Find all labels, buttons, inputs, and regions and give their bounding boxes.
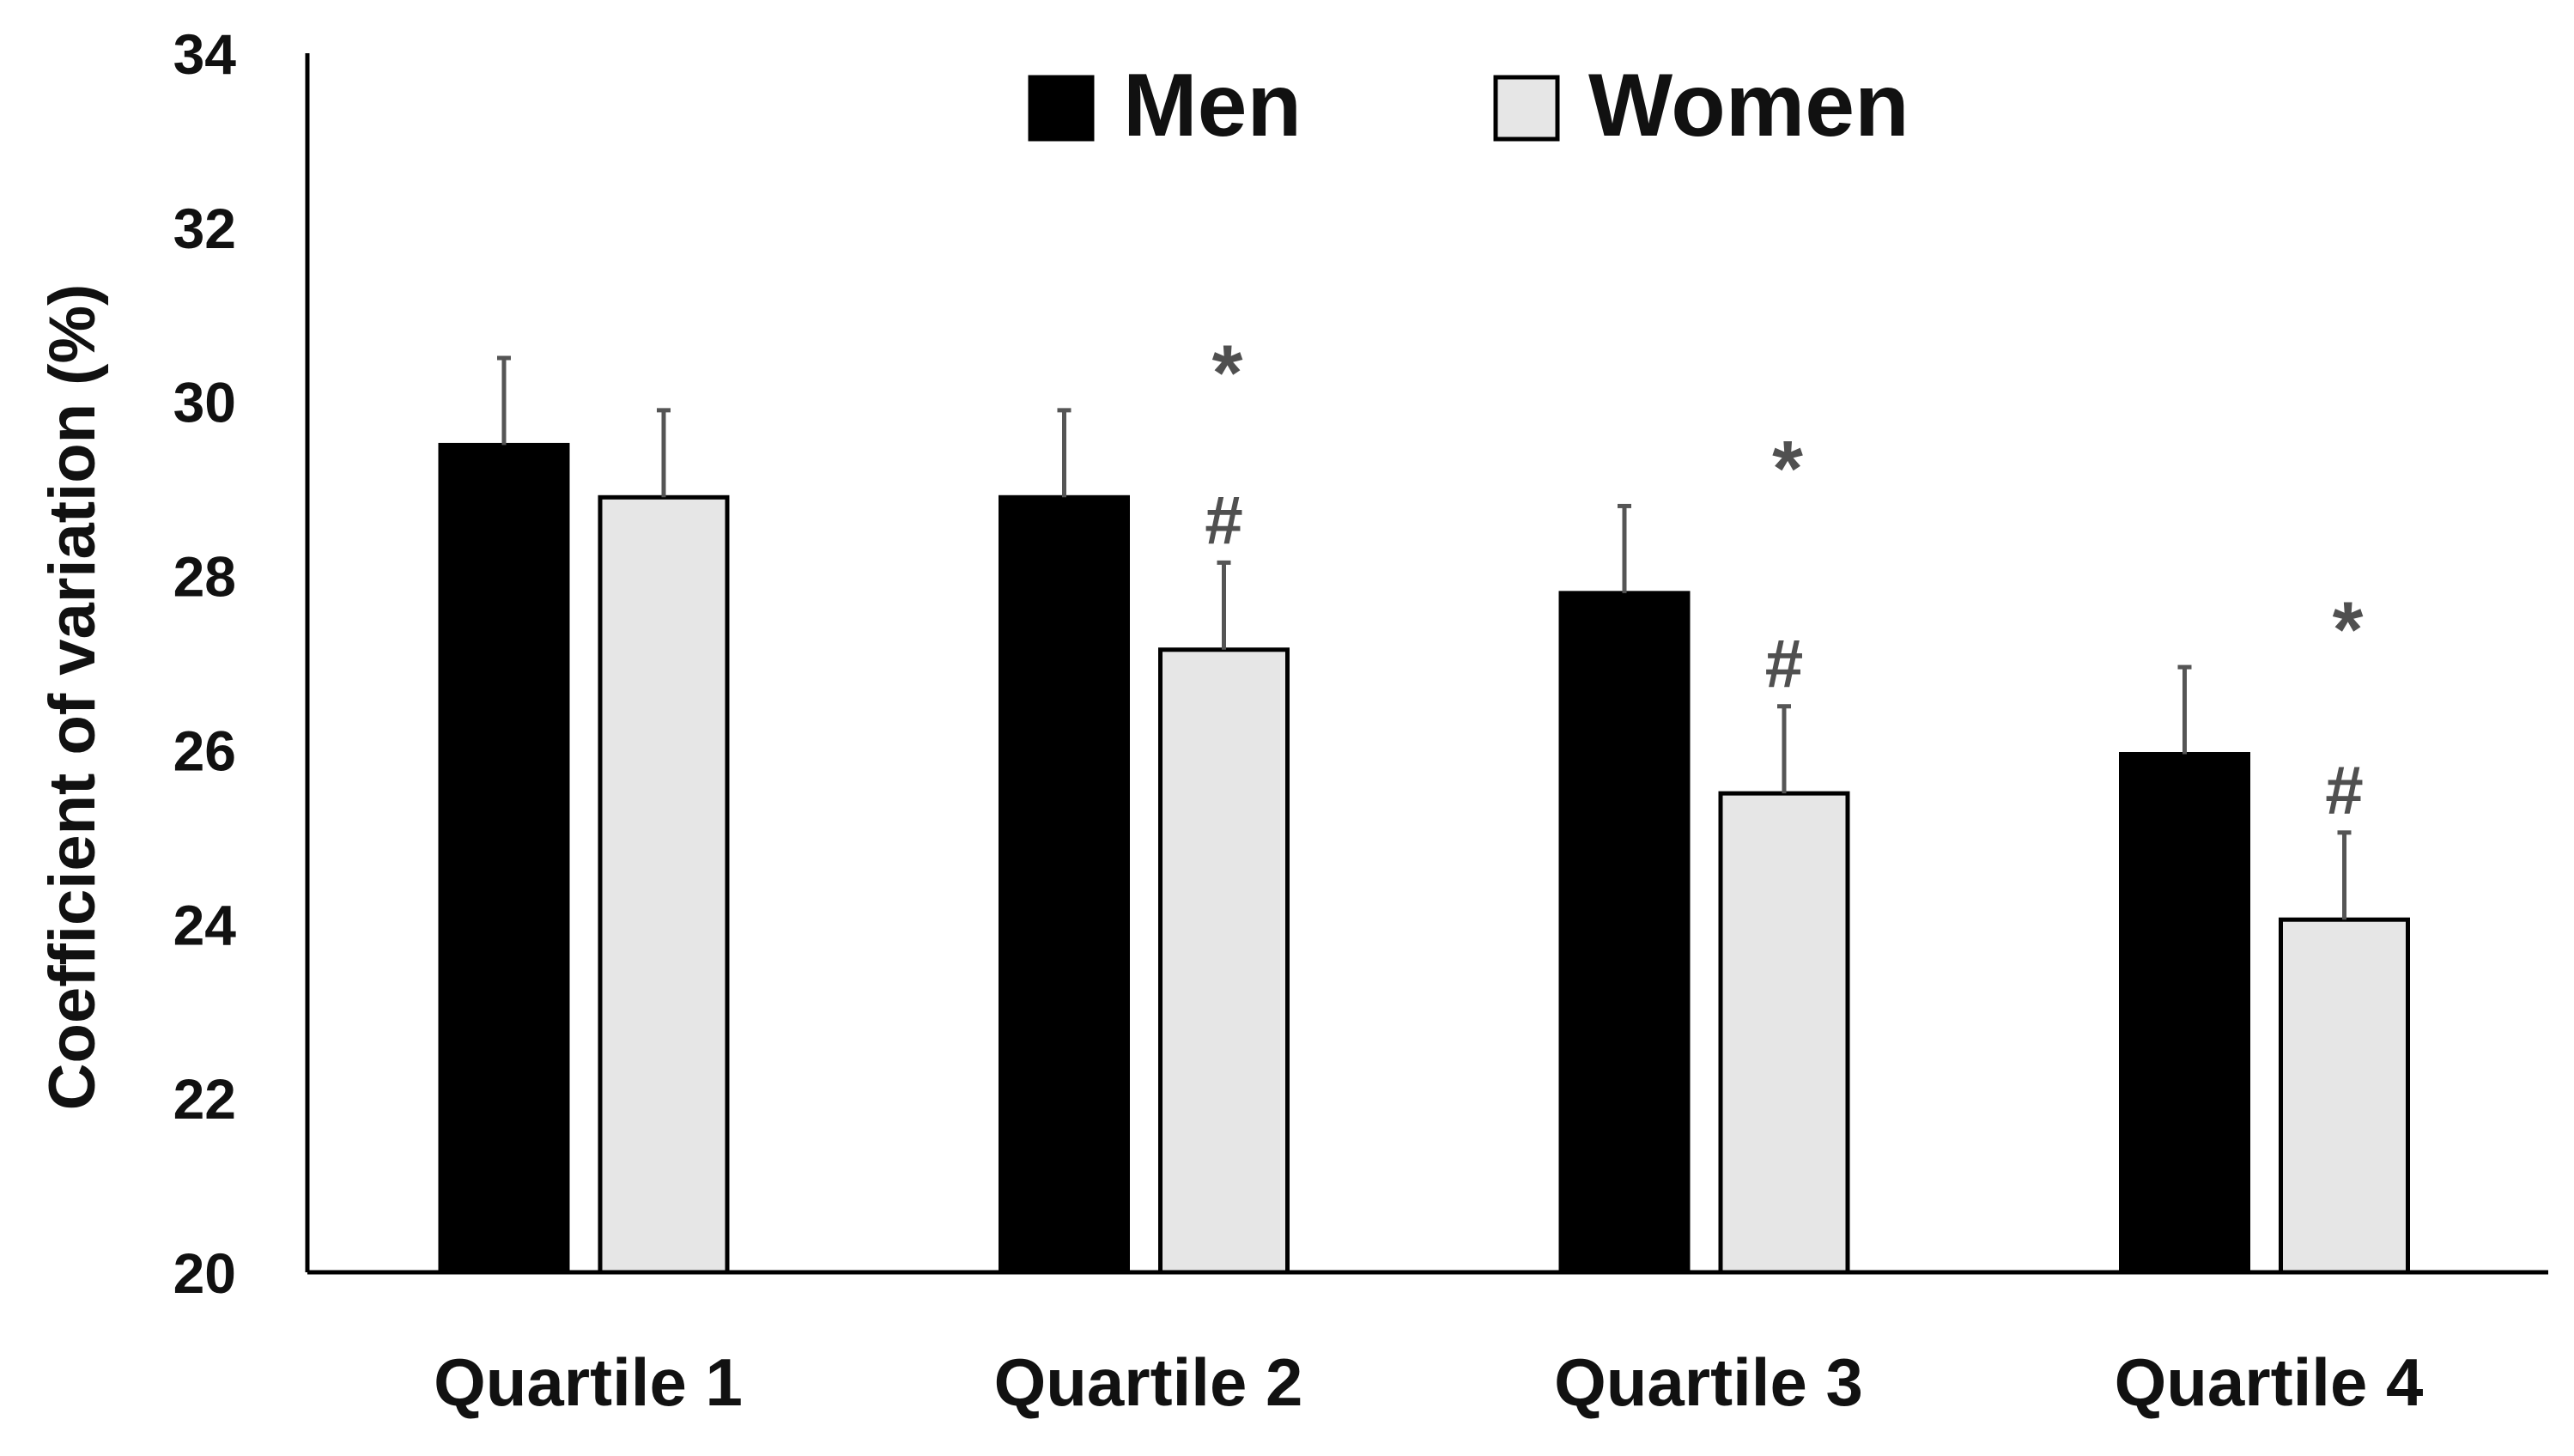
x-tick-label: Quartile 1 (434, 1344, 743, 1420)
y-tick-label: 30 (173, 371, 236, 434)
significance-hash: # (2325, 752, 2364, 828)
women-bar (2279, 917, 2410, 1275)
significance-star: * (1772, 425, 1803, 513)
y-tick-label: 32 (173, 197, 236, 260)
x-tick-label: Quartile 4 (2115, 1344, 2424, 1420)
x-axis-labels: Quartile 1 Quartile 2 Quartile 3 Quartile 4 (434, 1344, 2423, 1420)
y-tick-label: 20 (173, 1241, 236, 1305)
men-bar (2119, 752, 2250, 1275)
men-bar (438, 442, 570, 1275)
men-bar (999, 494, 1130, 1275)
y-tick-label: 24 (173, 893, 237, 956)
significance-star: * (2333, 586, 2364, 674)
legend: Men Women (1028, 56, 1909, 155)
women-bar (1158, 647, 1290, 1275)
bars (438, 355, 2410, 1275)
y-tick-label: 26 (173, 719, 236, 782)
legend-label: Women (1588, 56, 1909, 155)
men-legend-swatch (1028, 75, 1095, 142)
women-bar (1718, 791, 1850, 1275)
annotations: * # * # * # (1205, 330, 2364, 828)
significance-star: * (1212, 330, 1243, 417)
legend-label: Men (1123, 56, 1302, 155)
y-axis-title: Coefficient of variation (%) (36, 284, 109, 1111)
men-bar (1558, 591, 1691, 1275)
y-tick-label: 34 (173, 22, 237, 86)
y-axis-ticks: 20 22 24 26 28 30 32 34 (173, 22, 237, 1305)
y-tick-label: 28 (173, 545, 236, 609)
significance-hash: # (1205, 482, 1243, 558)
women-bar (598, 494, 730, 1275)
y-tick-label: 22 (173, 1067, 236, 1131)
x-tick-label: Quartile 3 (1554, 1344, 1863, 1420)
x-tick-label: Quartile 2 (994, 1344, 1303, 1420)
women-legend-swatch (1493, 75, 1560, 142)
significance-hash: # (1765, 626, 1804, 702)
